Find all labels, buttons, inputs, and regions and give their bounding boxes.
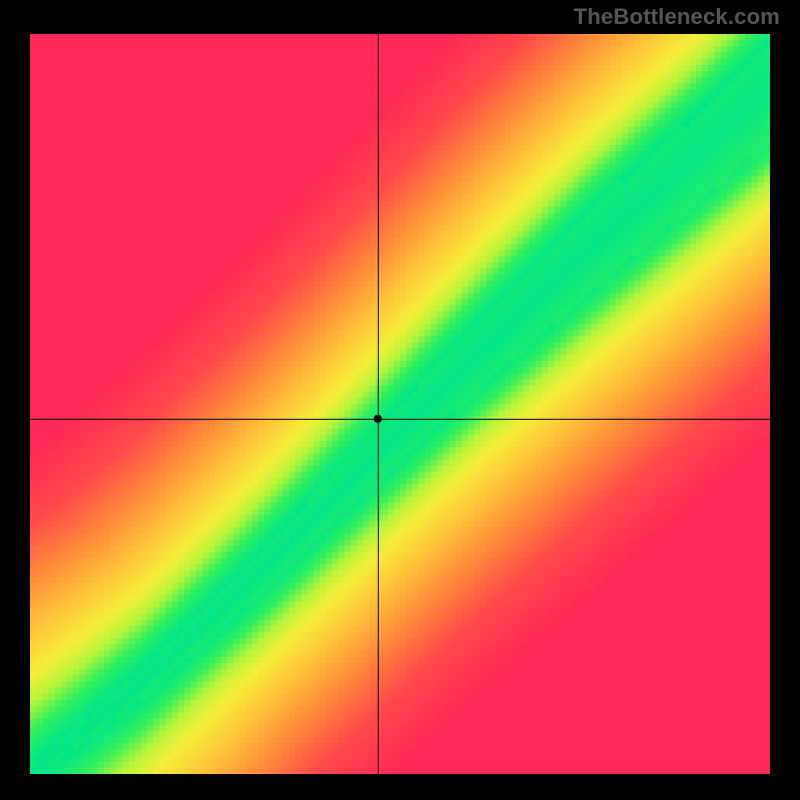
heatmap-canvas [30,34,770,774]
heatmap-plot [30,34,770,774]
watermark-text: TheBottleneck.com [574,4,780,30]
